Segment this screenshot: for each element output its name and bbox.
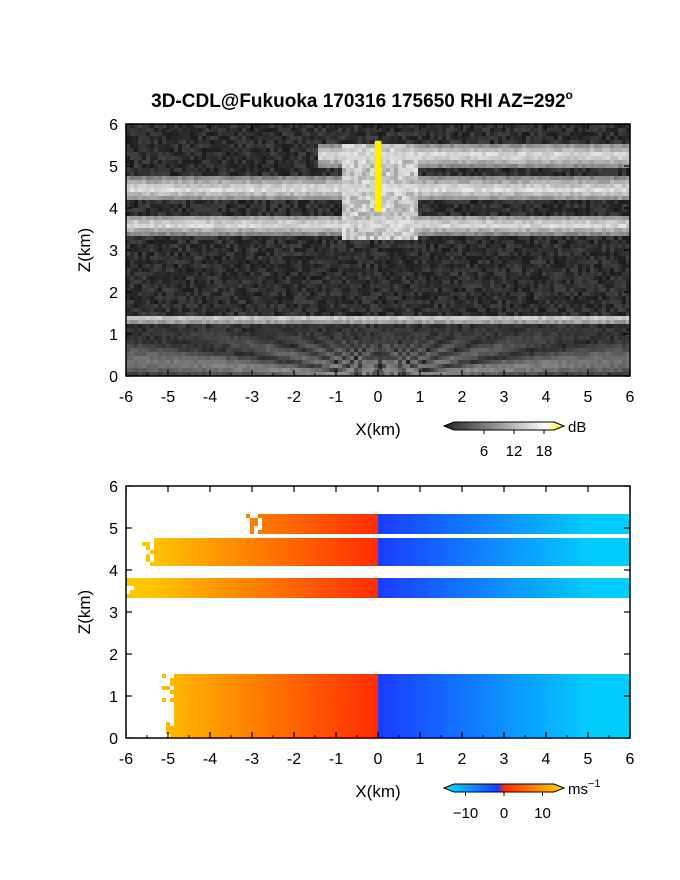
- x-tick-label: -3: [245, 389, 259, 406]
- x-tick-label: 4: [542, 389, 551, 406]
- y-axis-label: Z(km): [75, 228, 94, 272]
- y-tick-label: 0: [109, 731, 118, 748]
- y-tick-label: 0: [109, 369, 118, 386]
- y-axis: 0 1 2 3 4 5 6: [109, 479, 630, 748]
- y-tick-label: 4: [109, 201, 118, 218]
- y-axis: 0 1 2 3 4 5 6: [109, 117, 630, 386]
- y-tick-label: 6: [109, 117, 118, 134]
- x-tick-label: 6: [626, 751, 635, 768]
- colorbar-tick-label: 18: [536, 443, 553, 460]
- figure-title: 3D-CDL@Fukuoka 170316 175650 RHI AZ=292o: [151, 88, 573, 112]
- x-tick-label: -5: [161, 389, 175, 406]
- x-tick-label: 0: [374, 751, 383, 768]
- colorbar-bar: [442, 783, 566, 793]
- x-tick-label: -2: [287, 751, 301, 768]
- y-tick-label: 6: [109, 479, 118, 496]
- x-axis-label: X(km): [355, 782, 400, 801]
- colorbar: −10 0 10 ms−1: [442, 778, 601, 822]
- x-tick-label: 4: [542, 751, 551, 768]
- colorbar-tick-label: 10: [534, 805, 551, 822]
- x-axis: -6 -5 -4 -3 -2 -1 0 1 2 3 4 5 6: [119, 486, 635, 768]
- x-tick-label: -6: [119, 751, 133, 768]
- title-degree: o: [566, 88, 573, 102]
- x-tick-label: 3: [500, 751, 509, 768]
- y-tick-label: 3: [109, 243, 118, 260]
- colorbar-unit: dB: [568, 419, 586, 436]
- y-tick-label: 5: [109, 159, 118, 176]
- x-tick-label: -2: [287, 389, 301, 406]
- x-tick-label: 2: [458, 389, 467, 406]
- x-tick-label: 5: [584, 751, 593, 768]
- reflectivity-cells: [126, 124, 630, 376]
- colorbar: 6 12 18 dB: [442, 419, 586, 460]
- x-tick-label: 3: [500, 389, 509, 406]
- colorbar-unit-exponent: −1: [588, 778, 601, 790]
- y-tick-label: 2: [109, 285, 118, 302]
- x-tick-label: 6: [626, 389, 635, 406]
- x-tick-label: -6: [119, 389, 133, 406]
- plot-area: [126, 124, 630, 376]
- plot-area: [126, 486, 630, 738]
- x-axis-label: X(km): [355, 420, 400, 439]
- x-tick-label: -1: [329, 751, 343, 768]
- x-tick-label: 1: [416, 751, 425, 768]
- y-tick-label: 3: [109, 605, 118, 622]
- x-tick-label: -4: [203, 389, 217, 406]
- colorbar-tick-label: 12: [506, 443, 523, 460]
- x-tick-label: 0: [374, 389, 383, 406]
- x-tick-label: 2: [458, 751, 467, 768]
- colorbar-tick-label: 6: [480, 443, 488, 460]
- x-tick-label: 1: [416, 389, 425, 406]
- x-tick-label: -1: [329, 389, 343, 406]
- title-text: 3D-CDL@Fukuoka 170316 175650 RHI AZ=292: [151, 91, 565, 112]
- x-tick-label: -5: [161, 751, 175, 768]
- x-axis: -6 -5 -4 -3 -2 -1 0 1 2 3 4 5 6: [119, 124, 635, 406]
- colorbar-bar: [442, 421, 566, 431]
- x-tick-label: 5: [584, 389, 593, 406]
- y-tick-label: 1: [109, 327, 118, 344]
- y-axis-label: Z(km): [75, 590, 94, 634]
- y-tick-label: 5: [109, 521, 118, 538]
- y-tick-label: 2: [109, 647, 118, 664]
- saturated-echo: [374, 140, 382, 213]
- y-tick-label: 1: [109, 689, 118, 706]
- colorbar-unit: ms−1: [568, 778, 601, 798]
- colorbar-tick-label: 0: [500, 805, 508, 822]
- colorbar-tick-label: −10: [453, 805, 478, 822]
- x-tick-label: -3: [245, 751, 259, 768]
- y-tick-label: 4: [109, 563, 118, 580]
- velocity-cells: [126, 514, 630, 738]
- x-tick-label: -4: [203, 751, 217, 768]
